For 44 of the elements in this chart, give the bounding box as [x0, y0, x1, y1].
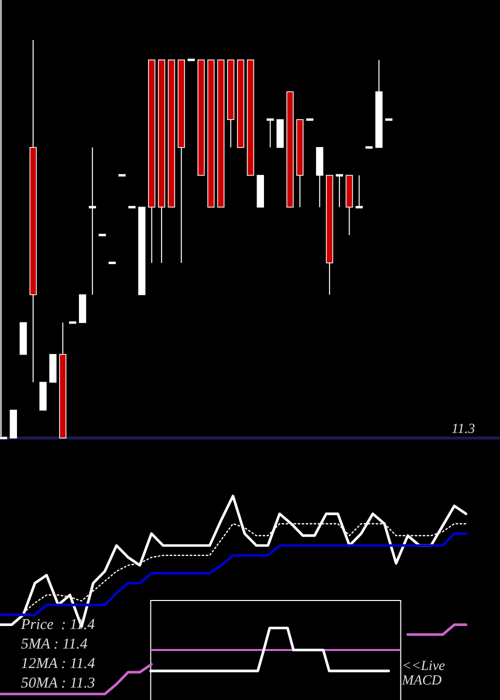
candlestick: [237, 60, 244, 148]
candlestick: [336, 174, 344, 208]
candlestick: [39, 382, 47, 411]
candlestick: [118, 174, 126, 177]
candlestick: [306, 118, 314, 121]
candlestick: [296, 119, 304, 208]
candlestick: [217, 60, 224, 208]
candlestick: [128, 206, 136, 208]
candlestick: [375, 59, 383, 148]
candlestick: [88, 146, 96, 296]
candlestick: [246, 60, 254, 176]
candlestick: [346, 174, 353, 236]
candlestick: [20, 322, 27, 355]
annotation: MACD: [401, 674, 442, 688]
annotation: 50MA : 11.3: [21, 676, 96, 692]
candlestick: [286, 91, 294, 208]
candlestick: [108, 262, 116, 264]
candlestick: [158, 60, 166, 264]
candlestick: [385, 118, 392, 121]
candlestick: [276, 119, 284, 148]
candlestick: [266, 118, 274, 148]
annotation: 12MA : 11.4: [21, 656, 96, 672]
candlestick: [30, 40, 37, 383]
candlestick: [148, 60, 156, 264]
candlestick: [69, 321, 76, 324]
candlestick: [59, 322, 66, 438]
candlestick: [356, 174, 363, 208]
annotation: 5MA : 11.4: [21, 636, 88, 652]
candlestick: [138, 206, 146, 296]
candlestick: [10, 410, 17, 438]
candlestick: [188, 58, 195, 62]
candlestick: [178, 60, 185, 264]
candlestick: [326, 174, 334, 296]
annotation: <<Live: [402, 659, 445, 674]
candlestick: [316, 147, 324, 208]
candlestick: [198, 60, 205, 176]
candlestick: [49, 354, 56, 383]
candlestick: [78, 294, 86, 323]
text: 11.3: [452, 422, 475, 437]
candlestick: [98, 234, 106, 236]
candlestick: [207, 60, 215, 208]
candlestick: [227, 60, 234, 148]
candlestick: [256, 174, 264, 208]
candlestick: [168, 60, 176, 208]
